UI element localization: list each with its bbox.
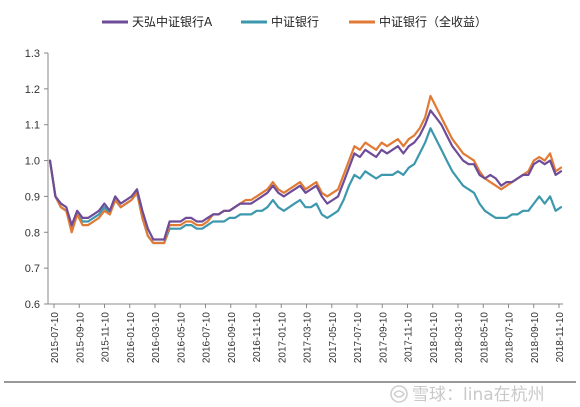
x-tick-label: 2015-09-10 xyxy=(75,312,86,364)
x-tick-label: 2017-03-10 xyxy=(303,312,314,364)
x-tick-label: 2018-05-10 xyxy=(479,312,490,364)
series-layer xyxy=(48,94,563,245)
x-tick-label: 2018-11-10 xyxy=(555,312,566,363)
y-tick-label: 0.6 xyxy=(25,299,40,311)
x-tick-label: 2016-01-10 xyxy=(126,312,137,364)
x-tick-label: 2016-03-10 xyxy=(151,312,162,364)
x-tick-label: 2016-11-10 xyxy=(252,312,263,363)
x-tick-label: 2018-03-10 xyxy=(454,312,465,364)
legend-label-1: 天弘中证银行A xyxy=(132,14,213,29)
legend: 天弘中证银行A 中证银行 中证银行（全收益） xyxy=(102,14,487,29)
y-tick-label: 1.0 xyxy=(25,156,40,168)
y-tick-label: 0.8 xyxy=(25,227,40,239)
x-tick-label: 2018-09-10 xyxy=(530,312,541,364)
legend-label-2: 中证银行 xyxy=(271,14,319,29)
x-tick-label: 2016-07-10 xyxy=(202,312,213,364)
x-tick-label: 2015-07-10 xyxy=(50,312,61,364)
x-tick-label: 2017-05-10 xyxy=(328,312,339,364)
x-tick-label: 2017-07-10 xyxy=(353,312,364,364)
x-tick-label: 2017-11-10 xyxy=(404,312,415,363)
y-tick-label: 1.3 xyxy=(25,48,40,60)
legend-label-3: 中证银行（全收益） xyxy=(379,14,487,29)
watermark: 雪球：lina在杭州 xyxy=(390,385,545,405)
x-tick-label: 2017-09-10 xyxy=(378,312,389,364)
watermark-text: 雪球：lina在杭州 xyxy=(412,385,545,405)
x-tick-label: 2018-07-10 xyxy=(505,312,516,364)
x-tick-label: 2018-01-10 xyxy=(429,312,440,364)
x-tick-label: 2015-11-10 xyxy=(101,312,112,363)
y-tick-label: 0.9 xyxy=(25,191,40,203)
x-tick-label: 2017-01-10 xyxy=(277,312,288,364)
x-tick-label: 2016-05-10 xyxy=(176,312,187,364)
y-tick-label: 1.1 xyxy=(25,120,40,132)
y-tick-label: 0.7 xyxy=(25,263,40,275)
series-line-3 xyxy=(48,94,563,245)
y-axis: 0.6 0.7 0.8 0.9 1.0 1.1 1.2 1.3 xyxy=(25,48,49,311)
x-axis: 2015-07-10 2015-09-10 2015-11-10 2016-01-10… xyxy=(48,303,566,364)
y-tick-label: 1.2 xyxy=(25,84,40,96)
snowball-logo-icon xyxy=(390,385,408,403)
series-line-2 xyxy=(48,127,563,245)
series-line-1 xyxy=(48,109,563,241)
snowball-logo-swirl xyxy=(393,390,406,398)
x-tick-label: 2016-09-10 xyxy=(227,312,238,364)
